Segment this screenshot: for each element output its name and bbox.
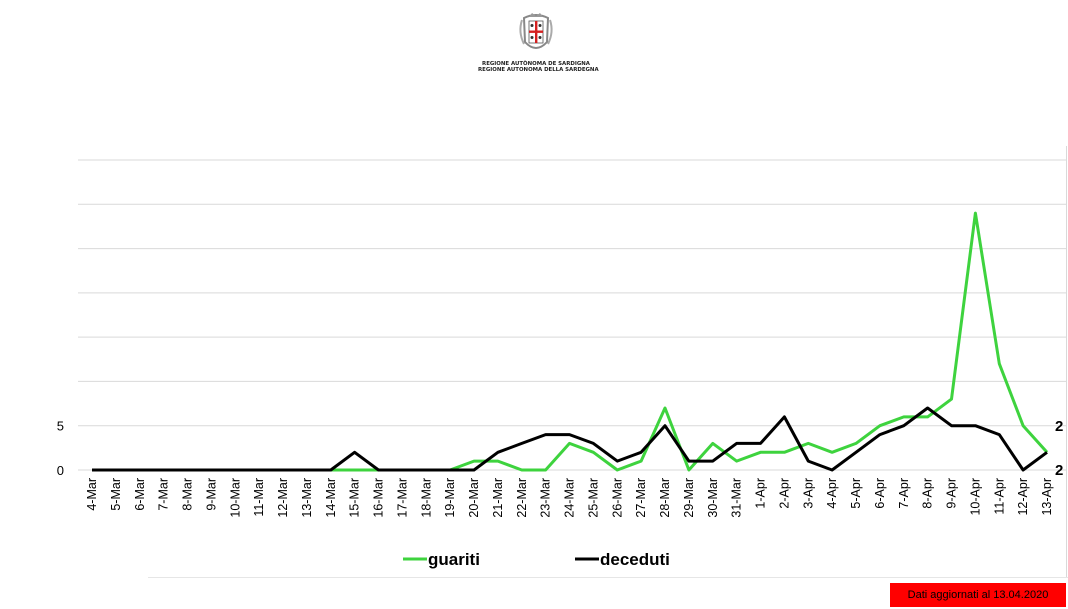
x-tick-label: 23-Mar [539, 478, 553, 518]
x-tick-label: 25-Mar [586, 478, 600, 518]
footer-divider [148, 577, 1068, 578]
end-value-labels: 22 [1055, 418, 1063, 479]
y-tick-label: 0 [57, 463, 64, 478]
x-tick-label: 3-Apr [801, 478, 815, 509]
x-tick-label: 31-Mar [730, 478, 744, 518]
end-value-label: 2 [1055, 462, 1063, 479]
x-tick-label: 14-Mar [324, 478, 338, 518]
y-tick-label: 5 [57, 419, 64, 434]
x-tick-label: 10-Mar [228, 478, 242, 518]
x-tick-label: 18-Mar [419, 478, 433, 518]
x-tick-label: 13-Apr [1040, 478, 1054, 516]
x-tick-label: 20-Mar [467, 478, 481, 518]
x-tick-label: 5-Apr [849, 478, 863, 509]
x-tick-label: 9-Mar [204, 478, 218, 511]
legend: guariti deceduti [403, 550, 670, 569]
x-tick-label: 28-Mar [658, 478, 672, 518]
x-tick-label: 30-Mar [706, 478, 720, 518]
x-tick-label: 6-Apr [873, 478, 887, 509]
x-tick-label: 22-Mar [515, 478, 529, 518]
x-tick-label: 15-Mar [348, 478, 362, 518]
region-logo: REGIONE AUTÒNOMA DE SARDIGNA REGIONE AUT… [478, 12, 599, 73]
x-axis-tick-labels: 4-Mar 5-Mar 6-Mar 7-Mar 8-Mar 9-Mar 10-Mar 11-M… [85, 478, 1054, 518]
x-tick-label: 7-Apr [897, 478, 911, 509]
x-tick-label: 29-Mar [682, 478, 696, 518]
coat-of-arms-icon [519, 13, 553, 49]
x-tick-label: 12-Apr [1016, 478, 1030, 516]
x-tick-label: 11-Apr [992, 478, 1006, 515]
x-tick-label: 27-Mar [634, 478, 648, 518]
x-tick-label: 6-Mar [133, 478, 147, 511]
x-tick-label: 8-Apr [921, 478, 935, 509]
x-tick-label: 10-Apr [968, 478, 982, 516]
x-tick-label: 19-Mar [443, 478, 457, 518]
x-tick-label: 4-Mar [85, 478, 99, 511]
org-name-italian: REGIONE AUTONOMA DELLA SARDEGNA [478, 67, 599, 73]
x-tick-label: 7-Mar [157, 478, 171, 511]
x-tick-label: 1-Apr [754, 478, 768, 509]
x-tick-label: 5-Mar [109, 478, 123, 511]
legend-label-deceduti: deceduti [600, 550, 670, 569]
x-tick-label: 11-Mar [252, 478, 266, 517]
x-tick-label: 8-Mar [181, 478, 195, 511]
x-tick-label: 13-Mar [300, 478, 314, 518]
series-line-deceduti [92, 406, 1048, 472]
x-tick-label: 12-Mar [276, 478, 290, 518]
update-date-badge: Dati aggiornati al 13.04.2020 [890, 583, 1066, 607]
x-tick-label: 4-Apr [825, 478, 839, 509]
x-tick-label: 2-Apr [777, 478, 791, 509]
x-tick-label: 26-Mar [610, 478, 624, 518]
x-tick-label: 9-Apr [945, 478, 959, 509]
x-tick-label: 24-Mar [563, 478, 577, 518]
chart-right-border [1066, 146, 1067, 577]
gridlines [78, 159, 1066, 471]
x-tick-label: 16-Mar [372, 478, 386, 518]
org-name-sardinian: REGIONE AUTÒNOMA DE SARDIGNA [482, 61, 590, 67]
y-axis-tick-labels: 05 [57, 419, 64, 478]
series-lines [92, 211, 1049, 472]
x-tick-label: 21-Mar [491, 478, 505, 518]
x-tick-label: 17-Mar [395, 478, 409, 518]
end-value-label: 2 [1055, 418, 1063, 435]
series-line-guariti [92, 211, 1049, 472]
legend-label-guariti: guariti [428, 550, 480, 569]
